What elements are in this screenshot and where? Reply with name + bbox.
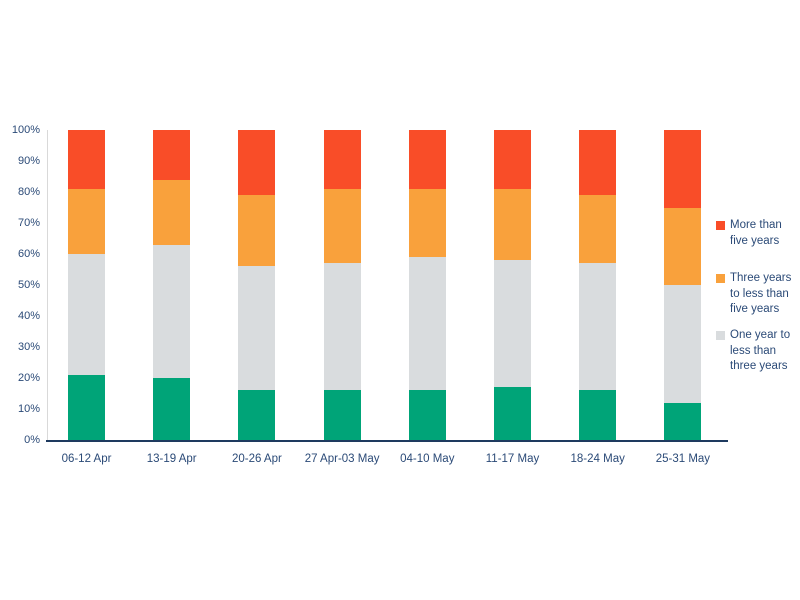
bar-segment bbox=[323, 263, 361, 391]
x-category-label: 06-12 Apr bbox=[61, 453, 112, 465]
bar-column bbox=[323, 0, 361, 440]
legend-entry: More than five years bbox=[716, 218, 800, 249]
x-category-label: 18-24 May bbox=[570, 453, 625, 465]
bar-column bbox=[68, 0, 105, 440]
y-tick-label: 0% bbox=[24, 434, 40, 446]
bar-segment bbox=[408, 130, 446, 189]
bar-segment bbox=[153, 378, 191, 440]
y-tick-label: 60% bbox=[17, 248, 40, 260]
bar-segment bbox=[664, 285, 702, 403]
bar-segment bbox=[323, 390, 361, 440]
bar-segment bbox=[579, 130, 617, 196]
bar-segment bbox=[408, 188, 446, 258]
bar-segment bbox=[68, 254, 105, 375]
bar-column bbox=[664, 0, 702, 440]
y-tick-label: 40% bbox=[17, 310, 40, 322]
legend-swatch bbox=[716, 274, 725, 283]
bar-column bbox=[579, 0, 617, 440]
bar-segment bbox=[238, 390, 276, 440]
bar-segment bbox=[408, 257, 446, 391]
x-category-label: 13-19 Apr bbox=[146, 453, 197, 465]
bar-segment bbox=[664, 207, 702, 285]
legend-label: More than five years bbox=[730, 219, 782, 247]
x-category-label: 11-17 May bbox=[485, 453, 540, 465]
x-category-label: 25-31 May bbox=[655, 453, 711, 465]
y-tick-label: 10% bbox=[17, 403, 40, 415]
bar-segment bbox=[579, 263, 617, 391]
legend-entry: Three years to less than five years bbox=[716, 271, 800, 318]
legend-swatch bbox=[716, 221, 725, 230]
bar-column bbox=[494, 0, 531, 440]
x-category-label: 20-26 Apr bbox=[231, 453, 282, 465]
bar-segment bbox=[494, 188, 531, 261]
y-tick-label: 30% bbox=[17, 341, 40, 353]
bar-segment bbox=[494, 260, 531, 388]
bar-segment bbox=[494, 387, 531, 440]
bar-segment bbox=[408, 390, 446, 440]
x-axis-line bbox=[46, 440, 728, 442]
bar-segment bbox=[238, 266, 276, 391]
y-tick-label: 90% bbox=[17, 155, 40, 167]
bar-column bbox=[408, 0, 446, 440]
x-category-label: 27 Apr-03 May bbox=[304, 453, 380, 465]
bar-segment bbox=[494, 130, 531, 189]
bar-segment bbox=[238, 195, 276, 267]
bar-segment bbox=[664, 130, 702, 208]
bar-segment bbox=[579, 390, 617, 440]
bar-column bbox=[153, 0, 191, 440]
legend-entry: One year to less than three years bbox=[716, 328, 800, 375]
y-tick-label: 20% bbox=[17, 372, 40, 384]
bar-segment bbox=[153, 179, 191, 245]
bar-segment bbox=[68, 130, 105, 189]
x-category-label: 04-10 May bbox=[400, 453, 455, 465]
y-tick-label: 80% bbox=[17, 186, 40, 198]
bar-segment bbox=[323, 130, 361, 189]
bar-segment bbox=[68, 374, 105, 440]
bar-segment bbox=[323, 188, 361, 264]
bar-segment bbox=[153, 244, 191, 378]
bar-segment bbox=[153, 130, 191, 180]
legend-label: One year to less than three years bbox=[730, 329, 791, 372]
y-axis-line bbox=[47, 130, 48, 440]
bar-segment bbox=[579, 195, 617, 264]
bar-column bbox=[238, 0, 276, 440]
y-tick-label: 50% bbox=[17, 279, 40, 291]
y-tick-label: 100% bbox=[11, 124, 40, 136]
legend-swatch bbox=[716, 331, 725, 340]
legend-label: Three years to less than five years bbox=[730, 272, 792, 315]
y-tick-label: 70% bbox=[17, 217, 40, 229]
bar-segment bbox=[68, 188, 105, 254]
bar-segment bbox=[664, 402, 702, 440]
bar-segment bbox=[238, 130, 276, 196]
